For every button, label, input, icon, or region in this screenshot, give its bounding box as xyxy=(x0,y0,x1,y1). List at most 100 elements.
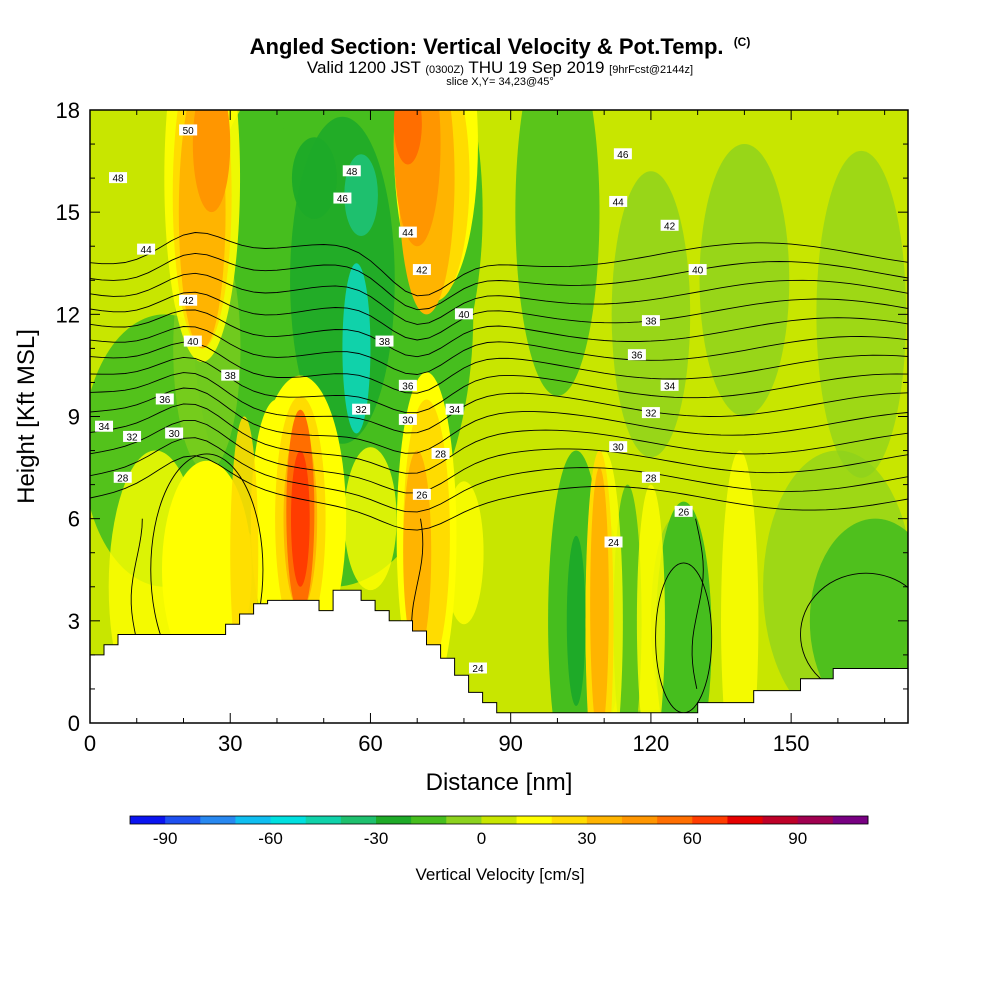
theta-label-text: 48 xyxy=(112,174,124,185)
terrain xyxy=(90,589,908,723)
theta-label-bg xyxy=(179,124,198,136)
valid-date: THU 19 Sep 2019 xyxy=(468,58,605,77)
colorbar-swatch xyxy=(516,816,553,824)
theta-label-bg xyxy=(183,335,202,347)
theta-label: 46 xyxy=(613,148,632,161)
theta-label-bg xyxy=(604,536,623,548)
theta-label-text: 36 xyxy=(402,381,414,392)
theta-label-text: 38 xyxy=(379,337,391,348)
theta-label: 28 xyxy=(641,471,660,484)
field-patch xyxy=(290,450,310,587)
theta-label-text: 24 xyxy=(608,538,620,549)
slice-info: slice X,Y= 34,23@45° xyxy=(446,76,554,88)
theta-label-text: 38 xyxy=(225,371,237,382)
theta-label-bg xyxy=(468,662,487,674)
theta-label-bg xyxy=(95,420,114,432)
theta-label-bg xyxy=(660,219,679,231)
field-patch xyxy=(566,535,586,706)
colorbar: -90 -60 -30 0 30 60 90 Vertical Velocity [cm/s] xyxy=(129,815,869,884)
theta-label-bg xyxy=(137,243,156,255)
theta-contour-34 xyxy=(90,372,908,434)
theta-label-text: 34 xyxy=(98,422,110,433)
chart-subtitle: Valid 1200 JST (0300Z) THU 19 Sep 2019 [… xyxy=(0,58,1000,78)
theta-label-text: 32 xyxy=(356,405,368,416)
field-patch xyxy=(444,481,484,625)
theta-label-bg xyxy=(609,441,628,453)
theta-label: 40 xyxy=(454,308,473,321)
theta-label-bg xyxy=(641,407,660,419)
theta-labels: 50 48 48 46 46 44 44 44 42 42 42 40 40 40 38 38 38 36 36 36… xyxy=(95,124,707,675)
theta-label: 44 xyxy=(609,195,628,208)
theta-label-text: 40 xyxy=(692,266,704,277)
field-patch xyxy=(403,450,432,655)
theta-contour-30 xyxy=(90,403,908,474)
y-axis-title: Height [Kft MSL] xyxy=(13,329,40,504)
colorbar-swatch xyxy=(165,816,201,824)
theta-label: 26 xyxy=(674,505,693,518)
y-tick-label: 15 xyxy=(56,200,80,225)
theta-label: 38 xyxy=(641,315,660,328)
colorbar-tick-label: 60 xyxy=(683,829,702,848)
theta-label: 44 xyxy=(398,226,417,239)
theta-label-bg xyxy=(688,264,707,276)
colorbar-swatch xyxy=(376,816,412,824)
theta-label: 34 xyxy=(95,420,114,433)
colorbar-swatch xyxy=(340,816,377,824)
x-tick-label: 150 xyxy=(773,731,810,756)
theta-label: 32 xyxy=(641,407,660,420)
colorbar-tick-label: -90 xyxy=(153,829,178,848)
field-patch xyxy=(192,110,231,213)
theta-label-bg xyxy=(179,294,198,306)
theta-contour-28 xyxy=(90,420,908,494)
theta-contour-38 xyxy=(90,341,908,394)
theta-label-bg xyxy=(352,403,371,415)
colorbar-swatch xyxy=(762,816,799,824)
theta-label-text: 42 xyxy=(664,221,676,232)
theta-label-bg xyxy=(627,349,646,361)
field-patch xyxy=(342,263,371,434)
theta-label-bg xyxy=(613,148,632,160)
theta-label-text: 46 xyxy=(337,194,349,205)
colorbar-swatch xyxy=(130,816,166,824)
x-tick-label: 120 xyxy=(633,731,670,756)
chart-title: Angled Section: Vertical Velocity & Pot.… xyxy=(0,34,1000,60)
theta-label: 32 xyxy=(352,403,371,416)
theta-label: 48 xyxy=(342,165,361,178)
y-tick-label: 9 xyxy=(68,405,80,430)
colorbar-swatch xyxy=(235,816,272,824)
theta-label-bg xyxy=(113,471,132,483)
colorbar-swatch xyxy=(586,816,623,824)
theta-label: 48 xyxy=(109,172,128,185)
colorbar-tick-label: -60 xyxy=(258,829,283,848)
x-axis-title: Distance [nm] xyxy=(426,769,573,796)
colorbar-swatch xyxy=(692,816,728,824)
theta-label-text: 36 xyxy=(631,351,643,362)
colorbar-title: Vertical Velocity [cm/s] xyxy=(415,865,584,884)
theta-contour-46 xyxy=(90,272,908,325)
theta-label-bg xyxy=(412,264,431,276)
theta-label-text: 32 xyxy=(645,409,657,420)
y-tick-label: 18 xyxy=(56,98,80,123)
colorbar-swatch xyxy=(727,816,764,824)
theta-label: 26 xyxy=(412,488,431,501)
copyright-mark: (C) xyxy=(733,34,751,49)
theta-label-bg xyxy=(641,315,660,327)
theta-label-bg xyxy=(398,226,417,238)
theta-label: 36 xyxy=(627,349,646,362)
valid-prefix: Valid 1200 JST xyxy=(306,58,421,77)
y-tick-label: 3 xyxy=(68,609,80,634)
theta-label-text: 40 xyxy=(458,310,470,321)
theta-contour-26 xyxy=(90,437,908,513)
theta-label: 36 xyxy=(155,393,174,406)
theta-label-bg xyxy=(609,195,628,207)
theta-label-text: 24 xyxy=(472,664,484,675)
theta-label-text: 30 xyxy=(613,443,625,454)
theta-contour-50 xyxy=(90,232,908,297)
theta-label-text: 40 xyxy=(187,337,199,348)
colorbar-swatch xyxy=(797,816,834,824)
colorbar-tick-label: 90 xyxy=(788,829,807,848)
theta-label: 42 xyxy=(660,219,679,232)
x-tick-label: 30 xyxy=(218,731,242,756)
theta-contour-24 xyxy=(90,455,908,531)
x-tick-label: 0 xyxy=(84,731,96,756)
